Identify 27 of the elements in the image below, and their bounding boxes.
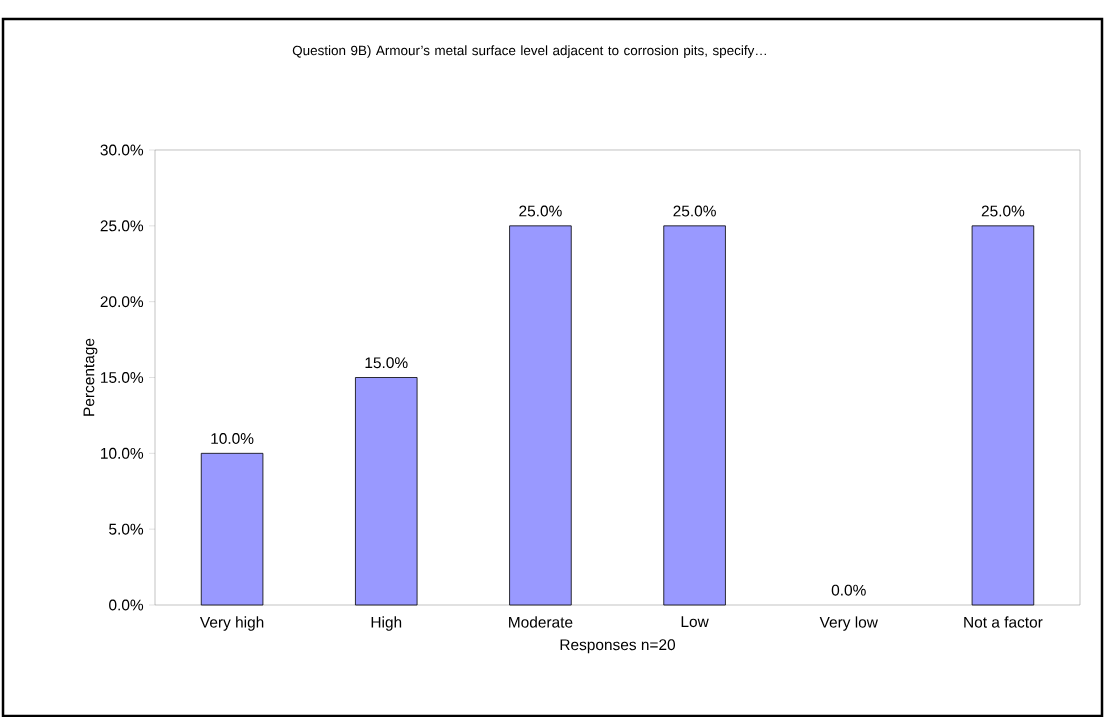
bar [355, 377, 418, 606]
y-tick-label: 25.0% [100, 220, 144, 232]
y-tick-label: 20.0% [100, 296, 144, 308]
x-axis-title: Responses n=20 [560, 639, 676, 654]
x-tick-label: Very low [819, 616, 878, 631]
chart-title: Question 9B) Armour’s metal surface level adjacent to corrosion pits, specify… [292, 45, 766, 58]
x-tick-label: Very high [199, 616, 264, 631]
x-tick-label: Not a factor [964, 616, 1043, 628]
data-label: 0.0% [831, 584, 866, 596]
data-label: 10.0% [211, 433, 254, 444]
x-tick-label: Moderate [509, 616, 573, 628]
y-tick-label: 10.0% [101, 447, 144, 459]
y-tick-label: 0.0% [109, 599, 144, 611]
y-tick-label: 30.0% [100, 144, 144, 156]
data-label: 25.0% [673, 205, 716, 217]
data-label: 15.0% [365, 357, 408, 369]
y-tick-label: 5.0% [109, 523, 144, 535]
data-label: 25.0% [519, 205, 562, 217]
bar [971, 225, 1035, 606]
y-tick-label: 15.0% [101, 372, 144, 383]
bar [509, 225, 572, 606]
bar [663, 225, 726, 606]
data-label: 25.0% [981, 205, 1025, 217]
bar [200, 452, 264, 606]
x-tick-label: Low [681, 616, 709, 628]
y-axis-title: Percentage [83, 338, 98, 416]
x-tick-label: High [371, 616, 402, 631]
